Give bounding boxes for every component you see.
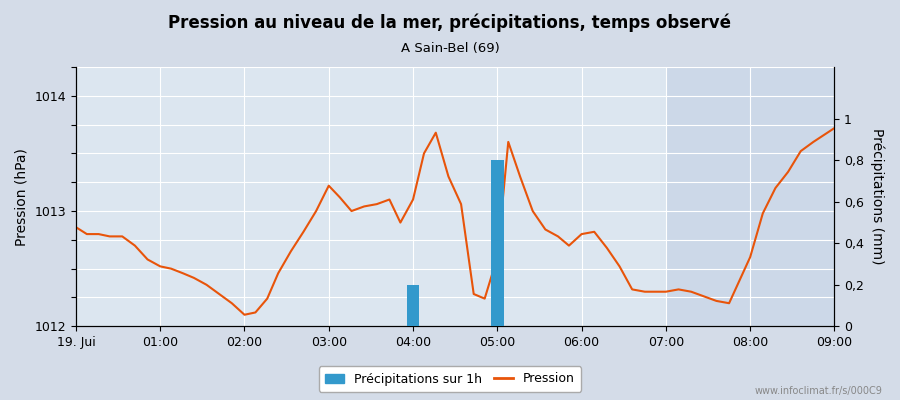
Text: Pression au niveau de la mer, précipitations, temps observé: Pression au niveau de la mer, précipitat… (168, 14, 732, 32)
Y-axis label: Pression (hPa): Pression (hPa) (15, 148, 29, 246)
Text: A Sain-Bel (69): A Sain-Bel (69) (400, 42, 500, 55)
Bar (407, 285, 419, 326)
Y-axis label: Précipitations (mm): Précipitations (mm) (870, 128, 885, 265)
Text: www.infoclimat.fr/s/000C9: www.infoclimat.fr/s/000C9 (754, 386, 882, 396)
Legend: Précipitations sur 1h, Pression: Précipitations sur 1h, Pression (319, 366, 581, 392)
Bar (666, 67, 839, 326)
Bar (491, 160, 504, 326)
